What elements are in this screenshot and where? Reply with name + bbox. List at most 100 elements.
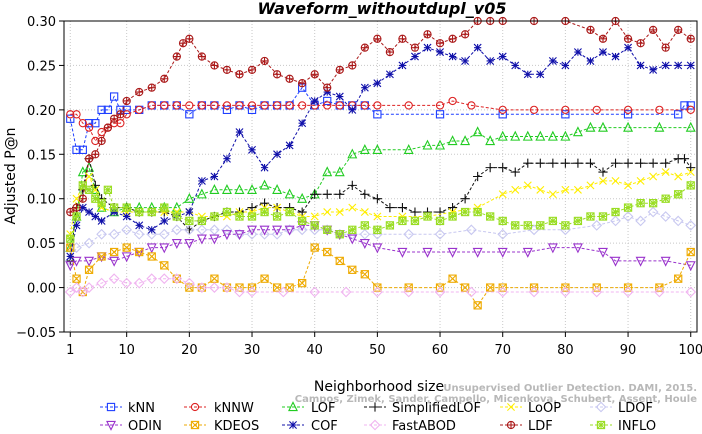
point-ldf-46 <box>623 34 633 43</box>
point-inflo-2 <box>78 181 87 190</box>
point-fastabod-27 <box>591 286 603 298</box>
point-cof-9 <box>147 225 156 234</box>
point-inflo-0 <box>66 234 75 243</box>
point-loop-45 <box>661 168 670 177</box>
point-loop-38 <box>573 185 582 194</box>
point-knnw-3 <box>84 123 94 132</box>
x-tick-label-6: 60 <box>432 343 449 358</box>
point-loop-32 <box>498 190 507 199</box>
point-lof-32 <box>460 135 471 146</box>
point-ldof-13 <box>221 224 233 236</box>
point-inflo-28 <box>373 225 382 234</box>
point-fastabod-28 <box>622 286 634 298</box>
point-simplifiedlof-30 <box>410 207 420 217</box>
point-simplifiedlof-38 <box>510 167 520 177</box>
point-ldf-35 <box>436 39 444 47</box>
point-kdeos-28 <box>435 283 445 292</box>
point-simplifiedlof-45 <box>598 167 608 177</box>
point-knn-32 <box>561 110 570 119</box>
point-inflo-3 <box>84 185 94 194</box>
point-odin-8 <box>159 243 170 254</box>
y-axis-ticks: −0.05 0.00 0.05 0.10 0.15 0.20 0.25 0.30 <box>16 15 64 341</box>
point-kdeos-6 <box>122 243 131 252</box>
point-fastabod-1 <box>71 282 82 293</box>
point-loop-39 <box>586 181 595 190</box>
point-knnw-15 <box>197 101 207 110</box>
point-fastabod-4 <box>96 277 107 289</box>
point-kdeos-40 <box>686 248 695 257</box>
point-lof-16 <box>234 183 245 194</box>
point-fastabod-29 <box>654 286 665 298</box>
point-kdeos-29 <box>448 274 457 283</box>
point-ldof-16 <box>259 228 270 240</box>
point-ldof-19 <box>296 224 308 236</box>
legend-marker-kdeos <box>190 420 200 430</box>
point-ldf-49 <box>661 43 670 52</box>
point-cof-46 <box>611 52 620 61</box>
point-kdeos-23 <box>335 256 344 266</box>
point-knnw-33 <box>467 101 476 110</box>
point-ldf-31 <box>386 48 394 56</box>
point-inflo-21 <box>285 207 294 217</box>
point-kdeos-25 <box>360 270 369 279</box>
point-lof-42 <box>585 121 596 132</box>
point-inflo-30 <box>398 216 407 226</box>
point-kdeos-22 <box>323 248 332 257</box>
point-odin-34 <box>598 247 608 258</box>
point-knn-0 <box>66 114 75 123</box>
point-lof-36 <box>510 130 521 141</box>
point-kdeos-23 <box>335 256 344 266</box>
legend-item-simplifiedlof: SimplifiedLOF <box>364 401 481 416</box>
point-knn-33 <box>623 110 633 119</box>
point-inflo-1 <box>72 212 81 221</box>
point-kdeos-6 <box>122 243 131 252</box>
point-odin-10 <box>184 238 195 249</box>
point-simplifiedlof-27 <box>372 194 382 204</box>
point-simplifiedlof-50 <box>661 158 671 168</box>
point-ldf-17 <box>210 61 219 70</box>
point-lof-16 <box>234 183 245 194</box>
x-axis-ticks: 1 10 20 30 40 50 60 70 80 90 100 <box>66 332 702 358</box>
legend-marker-cof <box>289 421 297 429</box>
point-kdeos-7 <box>135 247 144 257</box>
point-odin-33 <box>572 243 583 254</box>
legend-item-cof: COF <box>282 419 338 434</box>
point-knn-6 <box>103 105 113 115</box>
point-cof-0 <box>66 252 75 261</box>
point-kdeos-9 <box>160 261 169 270</box>
point-fastabod-20 <box>371 286 383 298</box>
x-tick-label-8: 80 <box>557 343 574 358</box>
point-ldf-30 <box>373 35 381 43</box>
point-simplifiedlof-52 <box>679 154 690 164</box>
point-cof-41 <box>548 56 557 65</box>
point-ldof-17 <box>271 228 283 240</box>
point-knnw-39 <box>655 105 664 115</box>
attribution-line-1: Unsupervised Outlier Detection. DAMI, 20… <box>443 383 697 394</box>
point-ldof-39 <box>685 219 697 231</box>
point-ldof-36 <box>647 206 659 218</box>
point-cof-22 <box>310 96 319 105</box>
point-simplifiedlof-32 <box>435 207 445 217</box>
point-fastabod-16 <box>246 286 258 298</box>
point-cof-15 <box>222 154 231 163</box>
point-ldf-5 <box>97 136 106 146</box>
y-axis-label: Adjusted P@n <box>3 127 19 224</box>
point-odin-12 <box>209 234 220 245</box>
point-cof-32 <box>436 48 445 57</box>
point-odin-29 <box>472 247 483 258</box>
point-lof-38 <box>535 130 546 141</box>
point-odin-0 <box>65 261 76 272</box>
point-ldf-33 <box>410 43 420 52</box>
point-fastabod-8 <box>146 273 158 285</box>
point-kdeos-29 <box>448 274 457 283</box>
point-ldf-34 <box>423 30 432 39</box>
point-lof-26 <box>359 144 370 154</box>
legend-marker-ldof <box>595 401 607 413</box>
point-odin-23 <box>347 234 358 245</box>
point-cof-28 <box>385 70 394 79</box>
point-cof-49 <box>649 65 658 74</box>
point-fastabod-24 <box>497 286 509 298</box>
point-cof-33 <box>448 52 457 61</box>
point-inflo-8 <box>122 203 131 212</box>
point-knnw-23 <box>298 101 307 110</box>
